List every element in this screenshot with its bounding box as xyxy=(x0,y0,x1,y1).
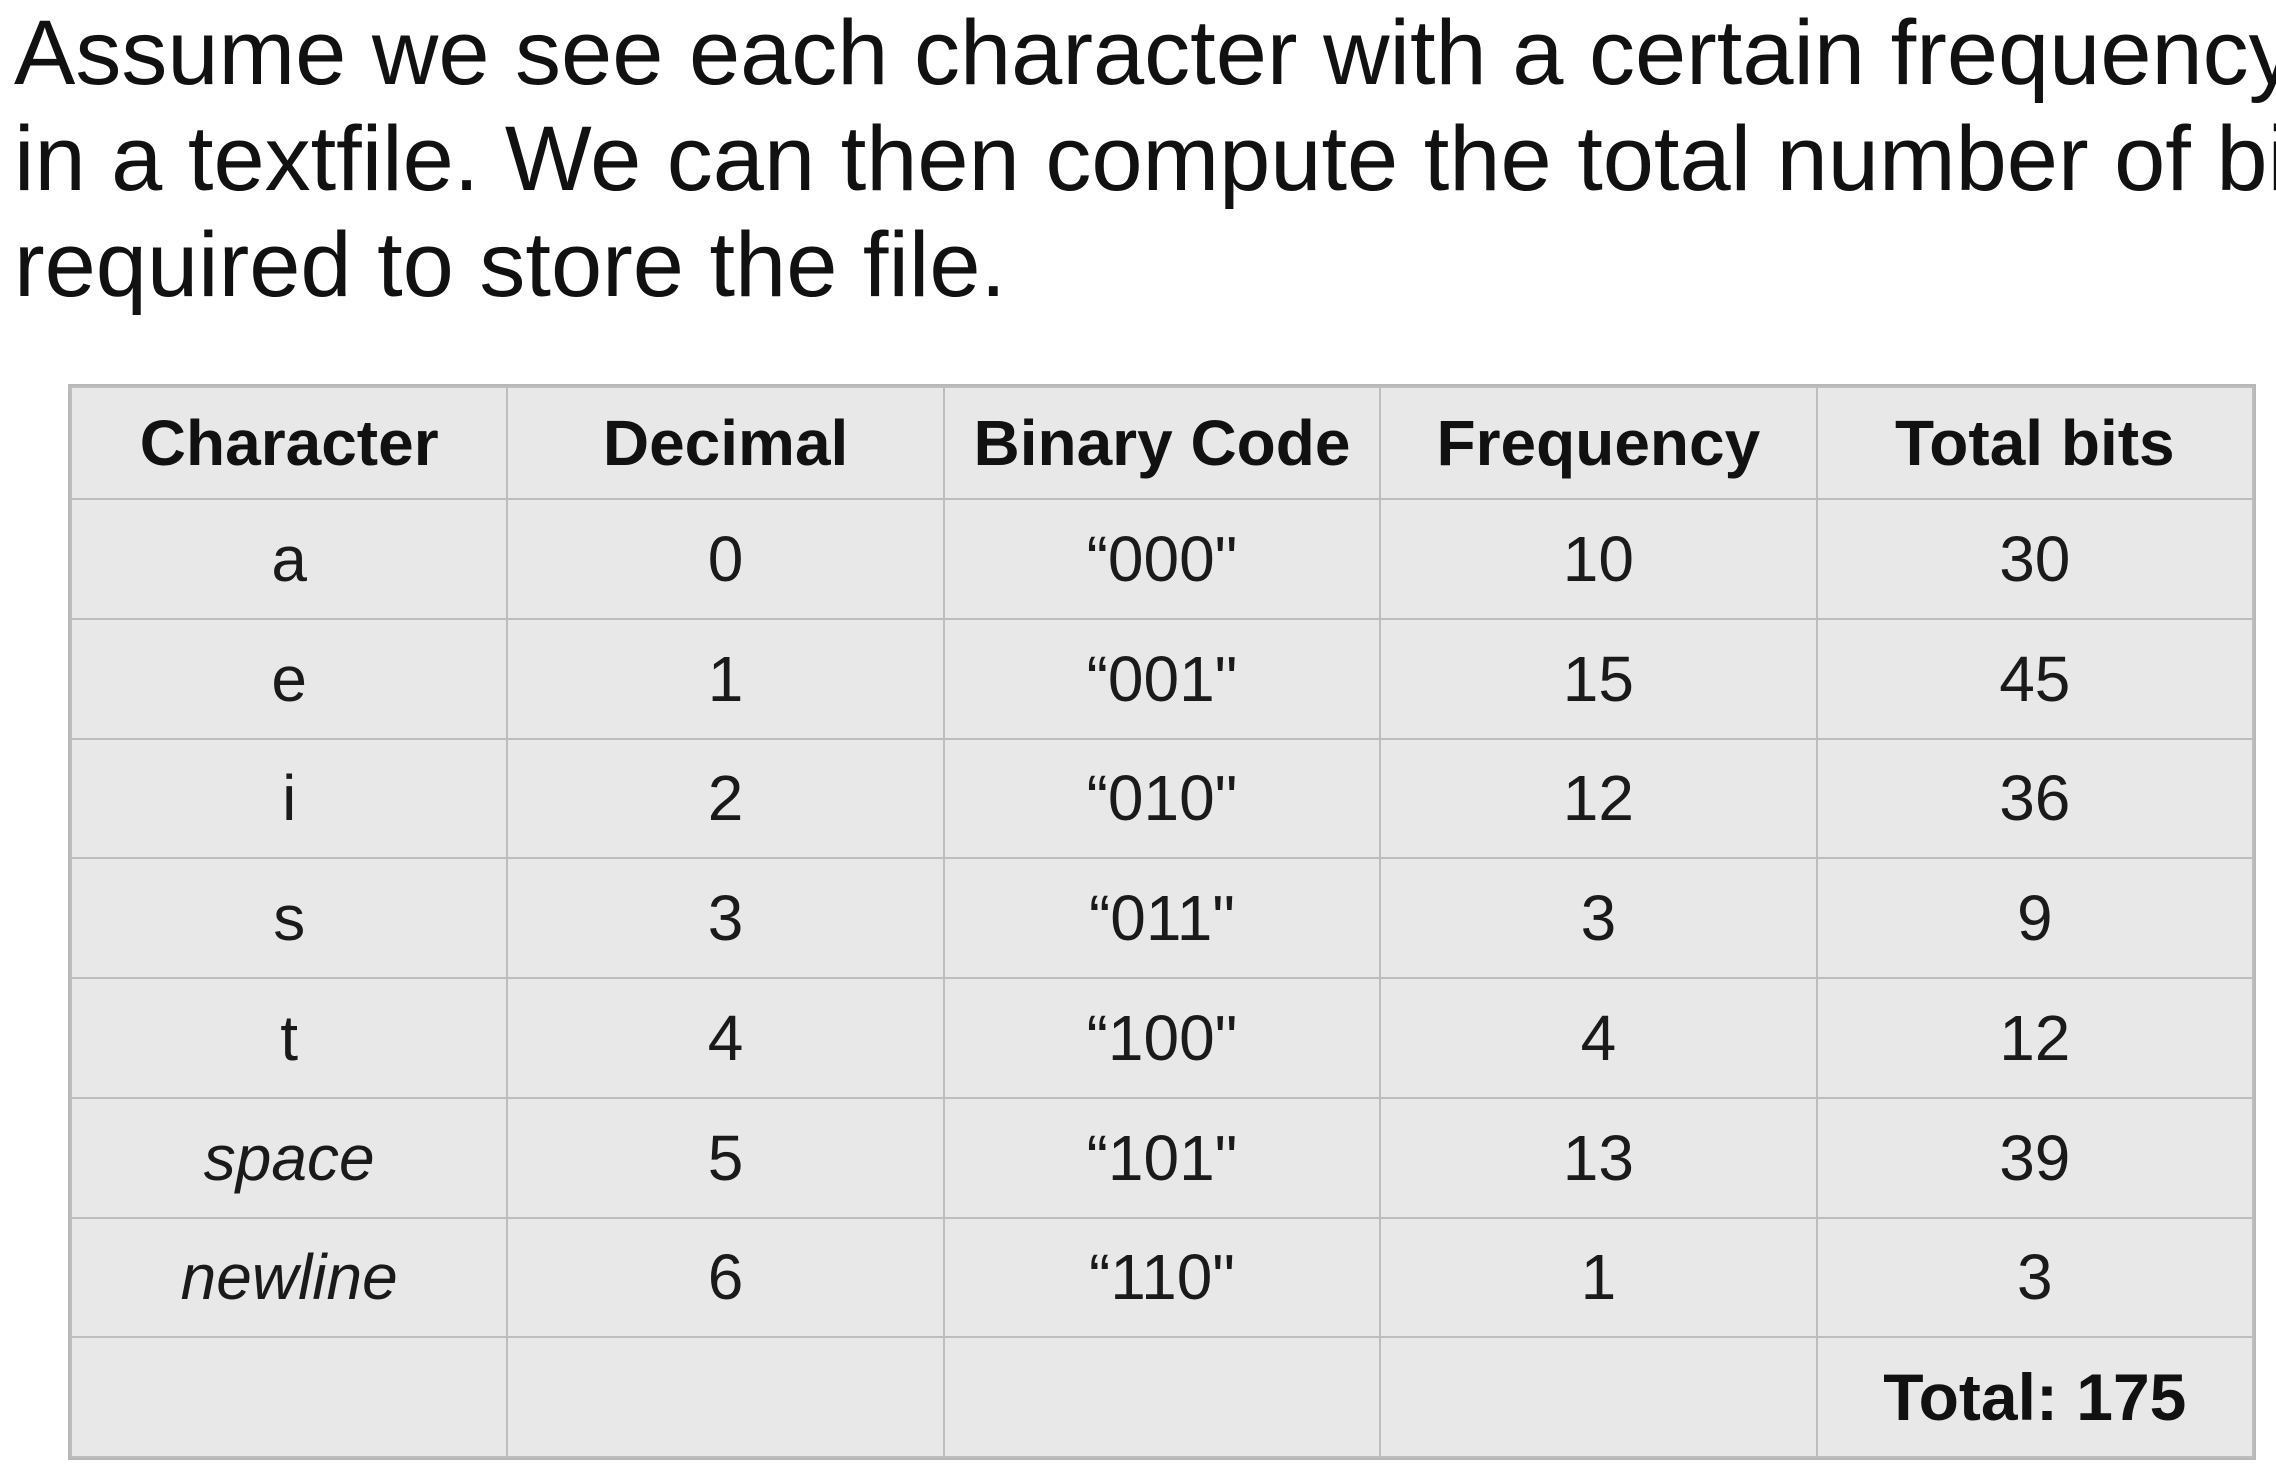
cell-decimal: 4 xyxy=(506,977,945,1099)
cell-character: s xyxy=(69,857,509,979)
intro-line-1: Assume we see each character with a cert… xyxy=(14,2,2276,104)
cell-total-bits: 39 xyxy=(1815,1096,2255,1219)
frequency-table: Character Decimal Binary Code Frequency … xyxy=(69,386,2255,1458)
cell-total-bits: 30 xyxy=(1815,498,2255,620)
cell-binary-code: “110" xyxy=(942,1216,1382,1339)
cell-decimal: 3 xyxy=(506,857,945,979)
empty-cell xyxy=(1379,1336,1818,1458)
cell-character: t xyxy=(69,977,509,1099)
cell-decimal: 0 xyxy=(506,498,945,620)
table-row: a 0 “000" 10 30 xyxy=(69,498,2255,620)
frequency-table-container: Character Decimal Binary Code Frequency … xyxy=(68,384,2256,1460)
cell-character: newline xyxy=(69,1216,509,1339)
cell-decimal: 5 xyxy=(506,1096,945,1219)
cell-character: a xyxy=(69,498,509,620)
cell-binary-code: “011" xyxy=(942,857,1382,979)
intro-paragraph: Assume we see each character with a cert… xyxy=(14,0,2276,318)
cell-total-bits: 36 xyxy=(1815,737,2255,860)
cell-frequency: 4 xyxy=(1379,977,1818,1099)
cell-total-bits: 9 xyxy=(1815,857,2255,979)
cell-frequency: 13 xyxy=(1379,1096,1818,1219)
intro-line-3: required to store the file. xyxy=(14,214,1007,316)
cell-frequency: 1 xyxy=(1379,1216,1818,1339)
table-header-row: Character Decimal Binary Code Frequency … xyxy=(69,386,2255,500)
table-row: i 2 “010" 12 36 xyxy=(69,737,2255,860)
cell-total-bits: 45 xyxy=(1815,617,2255,740)
header-binary-code: Binary Code xyxy=(942,386,1382,500)
cell-total-bits: 12 xyxy=(1815,977,2255,1099)
cell-binary-code: “001" xyxy=(942,617,1382,740)
cell-binary-code: “100" xyxy=(942,977,1382,1099)
header-frequency: Frequency xyxy=(1379,386,1818,500)
cell-frequency: 12 xyxy=(1379,737,1818,860)
cell-binary-code: “000" xyxy=(942,498,1382,620)
empty-cell xyxy=(69,1336,509,1458)
cell-decimal: 1 xyxy=(506,617,945,740)
intro-line-2: in a textfile. We can then compute the t… xyxy=(14,108,2276,210)
header-total-bits: Total bits xyxy=(1815,386,2255,500)
header-decimal: Decimal xyxy=(506,386,945,500)
cell-frequency: 10 xyxy=(1379,498,1818,620)
cell-binary-code: “010" xyxy=(942,737,1382,860)
table-row: s 3 “011" 3 9 xyxy=(69,857,2255,979)
cell-character: space xyxy=(69,1096,509,1219)
cell-frequency: 15 xyxy=(1379,617,1818,740)
table-row: t 4 “100" 4 12 xyxy=(69,977,2255,1099)
cell-total-bits: 3 xyxy=(1815,1216,2255,1339)
cell-decimal: 6 xyxy=(506,1216,945,1339)
cell-character: i xyxy=(69,737,509,860)
total-bits-summary: Total: 175 xyxy=(1815,1336,2255,1458)
cell-character: e xyxy=(69,617,509,740)
empty-cell xyxy=(506,1336,945,1458)
table-row: e 1 “001" 15 45 xyxy=(69,617,2255,740)
table-row: space 5 “101" 13 39 xyxy=(69,1096,2255,1219)
cell-binary-code: “101" xyxy=(942,1096,1382,1219)
table-row: newline 6 “110" 1 3 xyxy=(69,1216,2255,1339)
cell-frequency: 3 xyxy=(1379,857,1818,979)
empty-cell xyxy=(942,1336,1382,1458)
cell-decimal: 2 xyxy=(506,737,945,860)
header-character: Character xyxy=(69,386,509,500)
table-total-row: Total: 175 xyxy=(69,1336,2255,1458)
